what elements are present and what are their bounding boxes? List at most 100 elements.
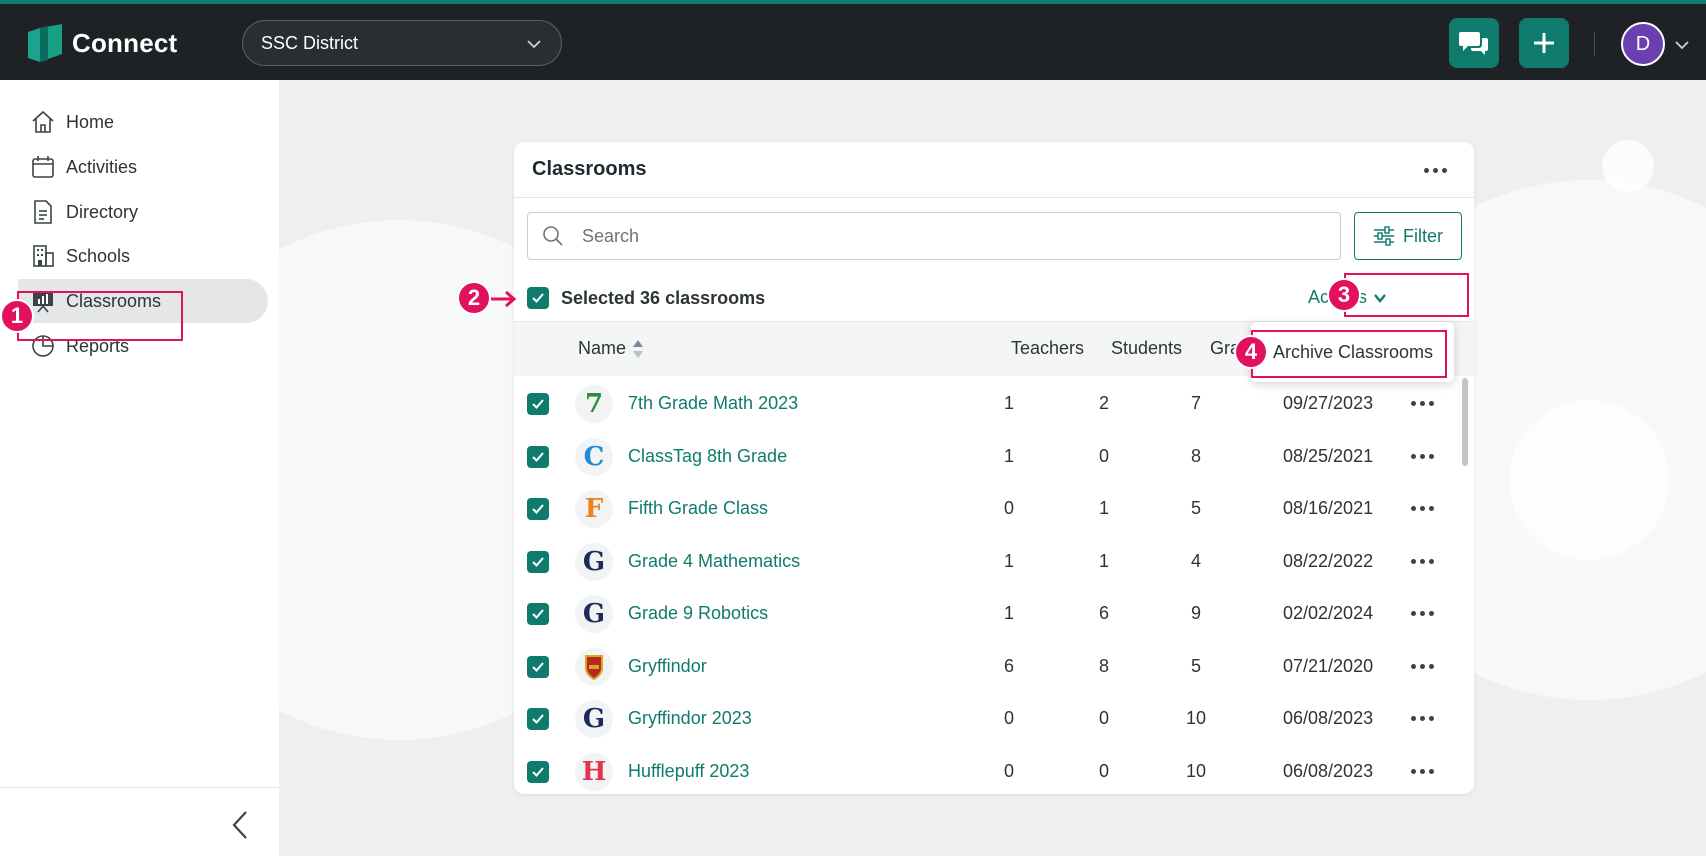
home-icon [30, 109, 56, 135]
row-checkbox[interactable] [527, 445, 549, 468]
table-row[interactable]: C ClassTag 8th Grade 1 0 8 08/25/2021 [514, 431, 1444, 483]
sidebar-item-label: Directory [66, 201, 139, 222]
connect-logo-icon [28, 24, 62, 62]
classroom-name-link[interactable]: 7th Grade Math 2023 [628, 393, 799, 413]
classroom-name-link[interactable]: Grade 9 Robotics [628, 603, 769, 623]
district-selector[interactable]: SSC District [242, 20, 562, 66]
dot [1411, 453, 1416, 459]
row-more-button[interactable] [1411, 506, 1434, 511]
dot [1429, 558, 1434, 564]
sidebar-item-activities[interactable]: Activities [18, 145, 268, 189]
teachers-count: 1 [1003, 603, 1014, 623]
classroom-name-link[interactable]: Grade 4 Mathematics [628, 550, 801, 571]
background-decoration [1602, 140, 1654, 192]
row-more-button[interactable] [1411, 768, 1434, 774]
sidebar: Home Activities Directory Schools Classr… [0, 80, 279, 856]
table-row[interactable]: G Grade 4 Mathematics 1 1 4 08/22/2022 [514, 536, 1444, 588]
dot [1420, 558, 1425, 564]
classroom-badge: C [575, 437, 613, 476]
sidebar-divider [0, 787, 279, 788]
messages-button[interactable] [1449, 18, 1499, 68]
classroom-badge: 7 [575, 385, 613, 423]
date-value: 06/08/2023 [1283, 708, 1374, 728]
table-row[interactable]: H Hufflepuff 2023 0 0 10 06/08/2023 [514, 746, 1444, 795]
chevron-left-icon[interactable] [228, 808, 252, 842]
row-more-button[interactable] [1411, 663, 1434, 669]
row-checkbox[interactable] [527, 550, 549, 573]
row-checkbox[interactable] [527, 760, 549, 783]
scrollbar-thumb[interactable] [1462, 378, 1468, 466]
search-box[interactable] [527, 212, 1341, 260]
sort-icon [633, 340, 644, 359]
row-checkbox[interactable] [527, 655, 549, 678]
classroom-badge: G [575, 595, 613, 633]
dot [1420, 663, 1425, 669]
row-checkbox[interactable] [527, 603, 549, 625]
classroom-name-link[interactable]: ClassTag 8th Grade [628, 445, 788, 466]
card-more-button[interactable] [1424, 168, 1447, 173]
table-row[interactable]: G Gryffindor 2023 0 0 10 06/08/2023 [514, 693, 1444, 745]
teachers-count: 0 [1003, 760, 1014, 781]
archive-classrooms-item[interactable]: Archive Classrooms [1273, 342, 1434, 362]
students-count: 0 [1098, 445, 1109, 466]
user-avatar[interactable]: D [1621, 22, 1665, 66]
building-icon [30, 243, 56, 269]
gryffindor-crest-icon [575, 647, 613, 686]
sidebar-item-home[interactable]: Home [18, 100, 268, 144]
classroom-badge: H [575, 752, 613, 791]
row-checkbox[interactable] [527, 393, 549, 415]
table-row[interactable]: F Fifth Grade Class 0 1 5 08/16/2021 [514, 483, 1444, 535]
add-button[interactable] [1519, 18, 1569, 68]
column-header-name[interactable]: Name [578, 338, 644, 359]
chevron-down-icon [1374, 293, 1386, 303]
classroom-name-link[interactable]: Gryffindor 2023 [628, 708, 752, 728]
date-value: 07/21/2020 [1283, 655, 1374, 676]
row-more-button[interactable] [1411, 453, 1434, 459]
table-row[interactable]: 7 7th Grade Math 2023 1 2 7 09/27/2023 [514, 378, 1444, 430]
dot [1411, 663, 1416, 669]
app-logo[interactable]: Connect [28, 24, 177, 62]
filter-button[interactable]: Filter [1354, 212, 1462, 260]
presentation-icon [30, 288, 56, 314]
checkmark-icon [532, 293, 544, 303]
sidebar-item-label: Classrooms [66, 290, 162, 311]
arrow-icon [491, 290, 517, 308]
app-name: Connect [72, 27, 178, 58]
chevron-down-icon[interactable] [1673, 36, 1691, 54]
column-label: Name [578, 338, 627, 358]
row-more-button[interactable] [1411, 558, 1434, 564]
column-header-students[interactable]: Students [1111, 338, 1183, 358]
table-row[interactable]: G Grade 9 Robotics 1 6 9 02/02/2024 [514, 588, 1444, 640]
row-more-button[interactable] [1411, 716, 1434, 721]
sidebar-item-label: Activities [66, 156, 138, 177]
classroom-badge: F [575, 490, 613, 528]
row-more-button[interactable] [1411, 611, 1434, 616]
grade-value: 7 [1190, 393, 1201, 413]
dot [1411, 558, 1416, 564]
column-header-grade[interactable]: Gra [1210, 338, 1241, 358]
classroom-name-link[interactable]: Gryffindor [628, 655, 707, 676]
table-row[interactable]: Gryffindor 6 8 5 07/21/2020 [514, 641, 1444, 693]
row-checkbox[interactable] [527, 498, 549, 520]
top-accent-line [0, 0, 1706, 4]
search-input[interactable] [582, 225, 1282, 247]
row-checkbox[interactable] [527, 708, 549, 730]
step-badge-1: 1 [0, 299, 34, 333]
select-all-checkbox[interactable] [527, 287, 549, 309]
dot [1429, 663, 1434, 669]
row-more-button[interactable] [1411, 401, 1434, 406]
checkmark-icon [532, 714, 544, 724]
grade-value: 8 [1190, 445, 1201, 466]
sidebar-item-schools[interactable]: Schools [18, 234, 268, 278]
column-header-teachers[interactable]: Teachers [1011, 338, 1085, 358]
checkmark-icon [532, 504, 544, 514]
teachers-count: 0 [1003, 498, 1014, 518]
sidebar-item-directory[interactable]: Directory [18, 190, 268, 234]
filter-label: Filter [1403, 225, 1443, 246]
classroom-name-link[interactable]: Hufflepuff 2023 [628, 760, 750, 781]
sidebar-item-classrooms[interactable]: Classrooms [18, 279, 268, 323]
students-count: 8 [1098, 655, 1109, 676]
dot [1442, 168, 1447, 173]
classroom-name-link[interactable]: Fifth Grade Class [628, 498, 769, 518]
step-badge-2: 2 [457, 281, 491, 315]
